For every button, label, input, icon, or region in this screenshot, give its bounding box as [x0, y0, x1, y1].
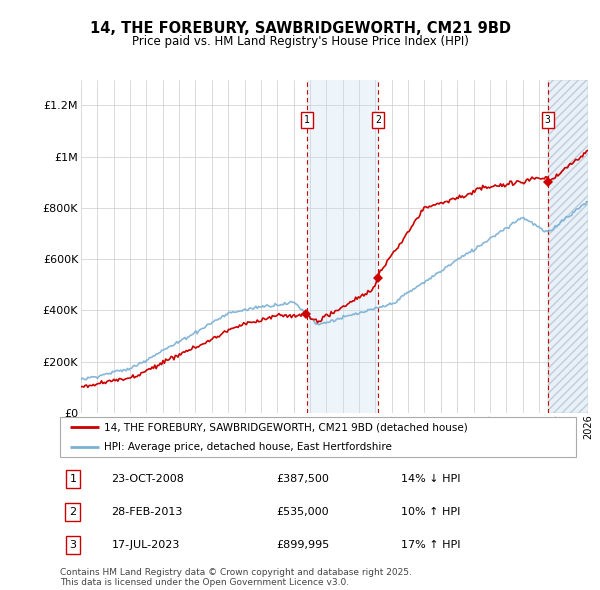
FancyBboxPatch shape — [60, 417, 576, 457]
Bar — [548, 80, 588, 413]
Text: £535,000: £535,000 — [277, 507, 329, 517]
Text: 28-FEB-2013: 28-FEB-2013 — [112, 507, 183, 517]
Text: 1: 1 — [304, 114, 310, 124]
Text: 2: 2 — [70, 507, 76, 517]
Text: Contains HM Land Registry data © Crown copyright and database right 2025.
This d: Contains HM Land Registry data © Crown c… — [60, 568, 412, 587]
Text: 14, THE FOREBURY, SAWBRIDGEWORTH, CM21 9BD (detached house): 14, THE FOREBURY, SAWBRIDGEWORTH, CM21 9… — [104, 422, 467, 432]
Text: 3: 3 — [545, 114, 551, 124]
Bar — [307, 80, 378, 413]
Text: 14% ↓ HPI: 14% ↓ HPI — [401, 474, 460, 484]
Text: 3: 3 — [70, 540, 76, 550]
Text: 1: 1 — [70, 474, 76, 484]
Text: HPI: Average price, detached house, East Hertfordshire: HPI: Average price, detached house, East… — [104, 442, 392, 452]
Text: 23-OCT-2008: 23-OCT-2008 — [112, 474, 184, 484]
Text: 14, THE FOREBURY, SAWBRIDGEWORTH, CM21 9BD: 14, THE FOREBURY, SAWBRIDGEWORTH, CM21 9… — [89, 21, 511, 35]
Text: £387,500: £387,500 — [277, 474, 329, 484]
Text: 17% ↑ HPI: 17% ↑ HPI — [401, 540, 460, 550]
Text: 2: 2 — [375, 114, 381, 124]
Text: £899,995: £899,995 — [277, 540, 330, 550]
Text: 17-JUL-2023: 17-JUL-2023 — [112, 540, 180, 550]
Text: Price paid vs. HM Land Registry's House Price Index (HPI): Price paid vs. HM Land Registry's House … — [131, 35, 469, 48]
Text: 10% ↑ HPI: 10% ↑ HPI — [401, 507, 460, 517]
